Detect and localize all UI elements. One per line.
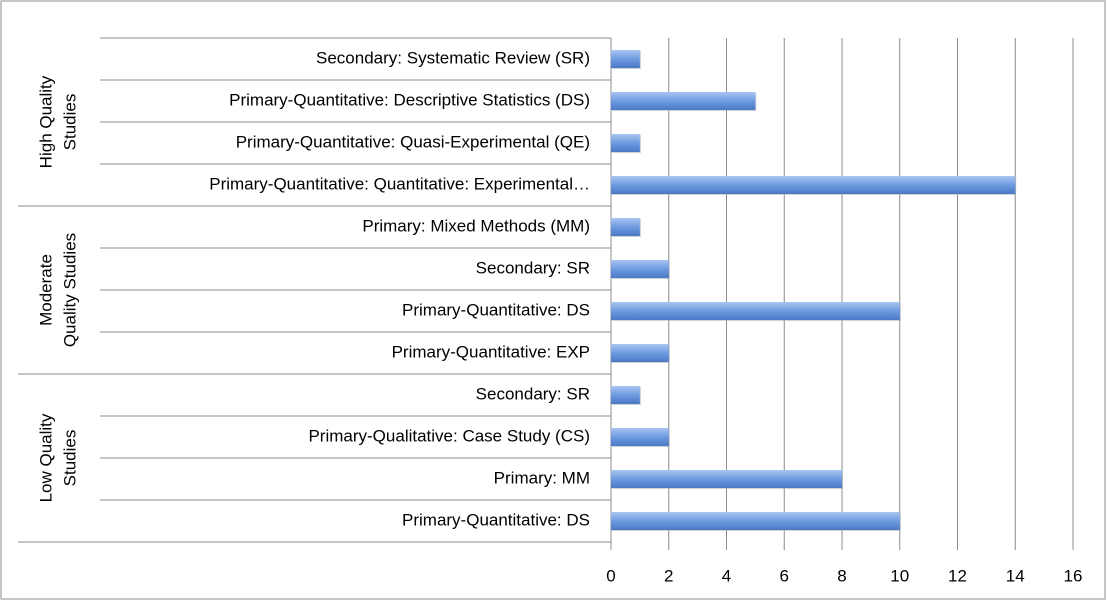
- y-tick-label: Secondary: SR: [476, 384, 590, 403]
- bar: [611, 92, 756, 110]
- y-tick-label: Primary-Quantitative: Quantitative: Expe…: [209, 174, 590, 193]
- y-tick-label: Primary-Quantitative: DS: [402, 300, 590, 319]
- x-tick-label: 8: [837, 566, 846, 585]
- x-tick-label: 14: [1006, 566, 1025, 585]
- bar: [611, 50, 640, 68]
- bar: [611, 386, 640, 404]
- y-tick-label: Primary: Mixed Methods (MM): [362, 216, 590, 235]
- y-tick-label: Primary: MM: [494, 468, 590, 487]
- y-tick-label: Primary-Qualitative: Case Study (CS): [308, 426, 590, 445]
- bar: [611, 512, 900, 530]
- y-tick-label: Secondary: Systematic Review (SR): [316, 48, 590, 67]
- y-tick-label: Secondary: SR: [476, 258, 590, 277]
- x-tick-label: 0: [606, 566, 615, 585]
- bar: [611, 218, 640, 236]
- x-tick-label: 16: [1064, 566, 1083, 585]
- group-label: Quality Studies: [60, 233, 79, 347]
- group-label: High Quality: [36, 75, 55, 168]
- bar: [611, 260, 669, 278]
- bar: [611, 176, 1016, 194]
- y-tick-label: Primary-Quantitative: Descriptive Statis…: [229, 90, 590, 109]
- x-tick-label: 12: [948, 566, 967, 585]
- group-label: Studies: [60, 430, 79, 487]
- group-label: Studies: [60, 94, 79, 151]
- bar: [611, 134, 640, 152]
- bar: [611, 302, 900, 320]
- x-tick-label: 6: [780, 566, 789, 585]
- y-tick-label: Primary-Quantitative: Quasi-Experimental…: [236, 132, 590, 151]
- bar: [611, 428, 669, 446]
- group-label: Low Quality: [36, 413, 55, 502]
- bar: [611, 344, 669, 362]
- x-tick-label: 10: [890, 566, 909, 585]
- x-tick-label: 2: [664, 566, 673, 585]
- group-label: Moderate: [36, 254, 55, 326]
- x-tick-label: 4: [722, 566, 731, 585]
- y-tick-label: Primary-Quantitative: EXP: [392, 342, 590, 361]
- bar: [611, 470, 842, 488]
- y-tick-label: Primary-Quantitative: DS: [402, 510, 590, 529]
